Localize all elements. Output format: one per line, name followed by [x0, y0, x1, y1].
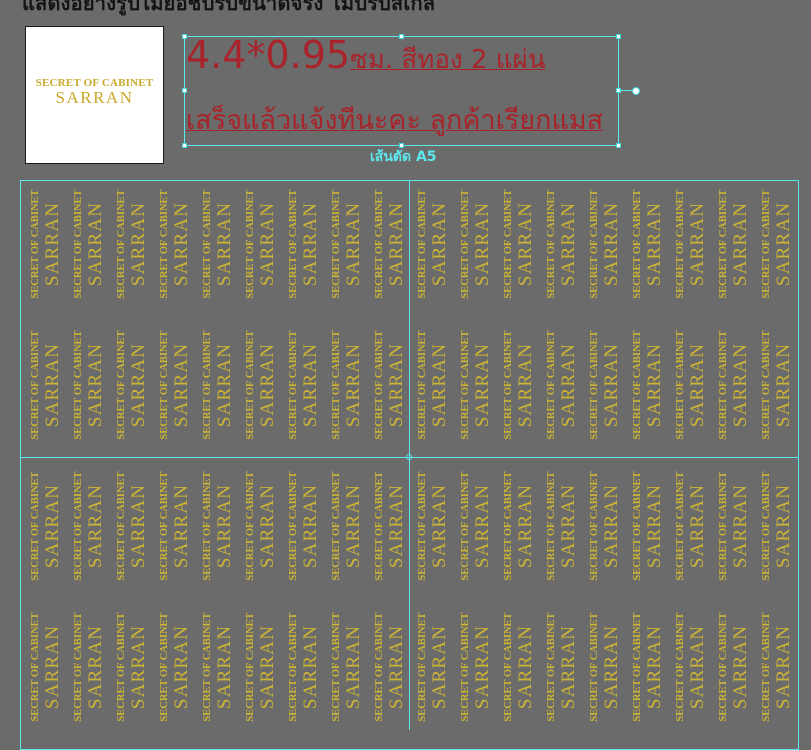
logo-tagline: SECRET OF CABINET — [35, 77, 154, 89]
selection-handle-br[interactable] — [616, 143, 621, 148]
cutline-label: เส้นตัด A5 — [370, 149, 437, 165]
size-unit-text: ซม. สีทอง 2 แผ่น — [350, 45, 546, 75]
size-note[interactable]: 4.4*0.95ซม. สีทอง 2 แผ่น — [186, 33, 546, 80]
rotation-stem — [619, 90, 635, 91]
selection-handle-bm[interactable] — [399, 143, 404, 148]
selection-handle-tl[interactable] — [182, 34, 187, 39]
selection-handle-tr[interactable] — [616, 34, 621, 39]
size-value: 4.4*0.95 — [186, 33, 351, 77]
top-caption: แสดงอย่างรูปไม่ยอชปรับขนาดจริง ไม่ปรับสเ… — [22, 0, 436, 15]
guide-intersection-marker — [406, 454, 412, 460]
instruction-note[interactable]: เสร็จแล้วแจ้งทีนะคะ ลูกค้าเรียกแมส — [186, 105, 604, 136]
logo-brand: SARRAN — [55, 88, 134, 107]
logo-artwork[interactable]: SECRET OF CABINET SARRAN — [25, 26, 164, 164]
rotation-handle[interactable] — [632, 87, 640, 95]
selection-handle-ml[interactable] — [182, 88, 187, 93]
selection-handle-bl[interactable] — [182, 143, 187, 148]
selection-handle-tm[interactable] — [399, 34, 404, 39]
